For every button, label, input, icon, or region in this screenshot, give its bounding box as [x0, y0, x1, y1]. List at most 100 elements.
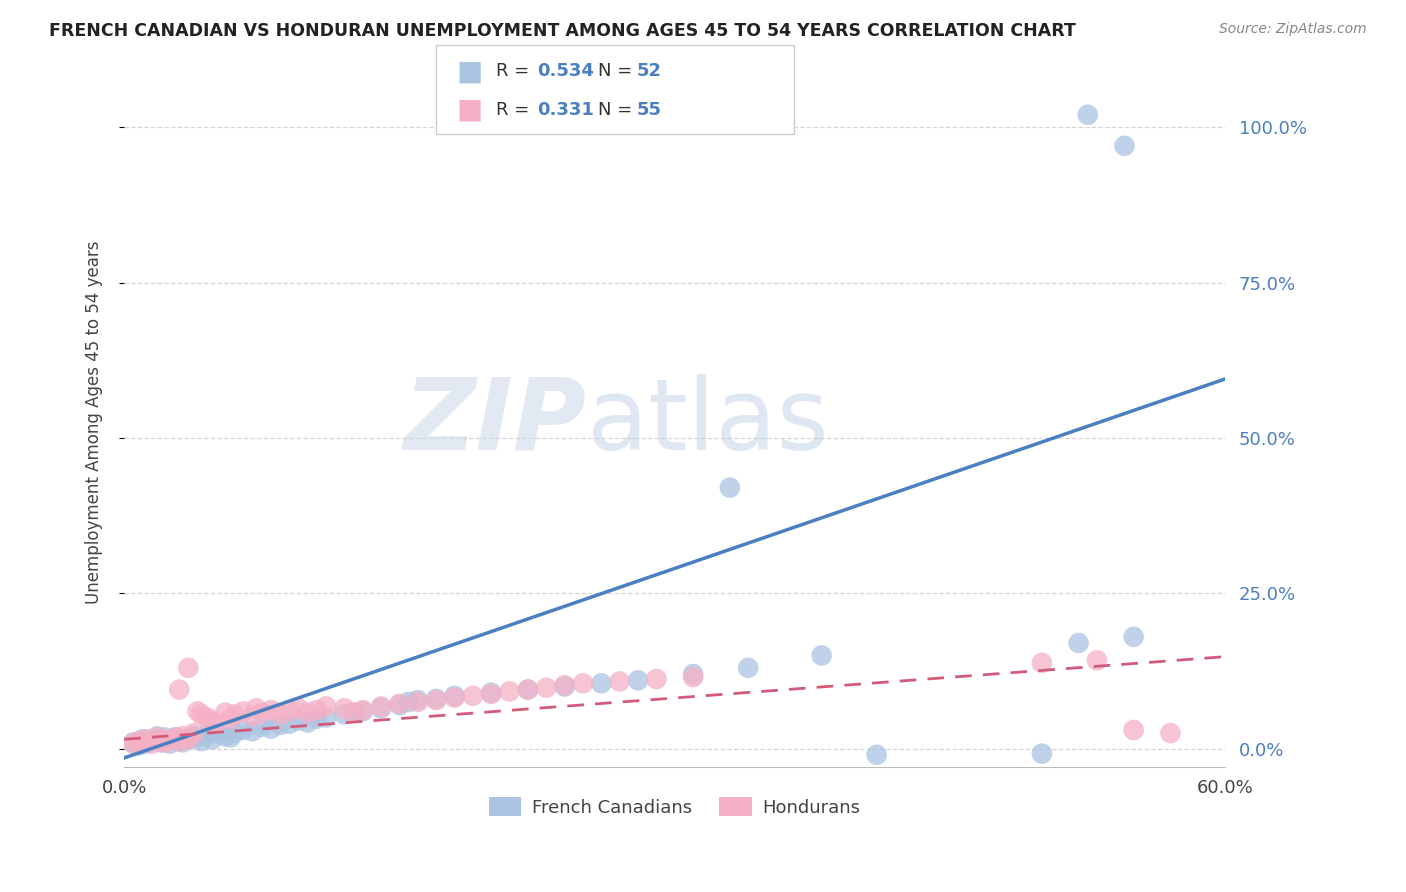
- Point: [342, 706, 364, 720]
- Point: [146, 731, 169, 745]
- Point: [425, 693, 447, 707]
- Point: [425, 692, 447, 706]
- Point: [153, 731, 176, 745]
- Point: [190, 707, 212, 722]
- Text: atlas: atlas: [586, 374, 828, 471]
- Point: [187, 704, 209, 718]
- Point: [297, 715, 319, 730]
- Point: [183, 726, 205, 740]
- Point: [342, 706, 364, 720]
- Point: [167, 682, 190, 697]
- Point: [242, 709, 264, 723]
- Point: [516, 682, 538, 697]
- Point: [315, 699, 337, 714]
- Point: [159, 732, 181, 747]
- Point: [1067, 636, 1090, 650]
- Point: [122, 737, 145, 751]
- Point: [214, 706, 236, 720]
- Point: [718, 481, 741, 495]
- Point: [135, 732, 157, 747]
- Point: [609, 674, 631, 689]
- Point: [443, 690, 465, 705]
- Point: [232, 723, 254, 737]
- Text: ■: ■: [457, 95, 484, 124]
- Y-axis label: Unemployment Among Ages 45 to 54 years: Unemployment Among Ages 45 to 54 years: [86, 241, 103, 604]
- Point: [131, 732, 153, 747]
- Point: [333, 707, 356, 722]
- Point: [278, 704, 301, 718]
- Point: [297, 706, 319, 720]
- Point: [183, 729, 205, 743]
- Point: [214, 729, 236, 743]
- Point: [352, 704, 374, 718]
- Point: [159, 732, 181, 747]
- Point: [205, 716, 228, 731]
- Point: [187, 731, 209, 745]
- Point: [245, 701, 267, 715]
- Point: [177, 732, 200, 747]
- Point: [398, 695, 420, 709]
- Point: [479, 686, 502, 700]
- Point: [498, 684, 520, 698]
- Point: [242, 724, 264, 739]
- Point: [1114, 138, 1136, 153]
- Point: [572, 676, 595, 690]
- Text: R =: R =: [496, 101, 536, 119]
- Point: [205, 726, 228, 740]
- Point: [135, 737, 157, 751]
- Text: 0.534: 0.534: [537, 62, 593, 80]
- Point: [443, 689, 465, 703]
- Text: N =: N =: [598, 62, 637, 80]
- Point: [388, 697, 411, 711]
- Point: [866, 747, 889, 762]
- Point: [591, 676, 613, 690]
- Text: 55: 55: [637, 101, 662, 119]
- Point: [190, 734, 212, 748]
- Point: [810, 648, 832, 663]
- Point: [149, 735, 172, 749]
- Point: [172, 729, 194, 743]
- Point: [1077, 108, 1099, 122]
- Point: [177, 661, 200, 675]
- Point: [352, 703, 374, 717]
- Point: [224, 726, 246, 740]
- Point: [278, 716, 301, 731]
- Point: [201, 714, 224, 728]
- Point: [682, 667, 704, 681]
- Point: [149, 734, 172, 748]
- Text: 0.331: 0.331: [537, 101, 593, 119]
- Point: [165, 731, 187, 745]
- Point: [195, 728, 218, 742]
- Point: [159, 737, 181, 751]
- Point: [554, 680, 576, 694]
- Point: [250, 706, 273, 720]
- Text: R =: R =: [496, 62, 536, 80]
- Point: [627, 673, 650, 688]
- Legend: French Canadians, Hondurans: French Canadians, Hondurans: [482, 790, 868, 824]
- Text: ZIP: ZIP: [404, 374, 586, 471]
- Point: [287, 701, 309, 715]
- Point: [1085, 653, 1108, 667]
- Point: [224, 707, 246, 722]
- Point: [260, 703, 283, 717]
- Point: [461, 689, 484, 703]
- Point: [516, 682, 538, 697]
- Point: [165, 731, 187, 745]
- Point: [146, 729, 169, 743]
- Point: [1122, 630, 1144, 644]
- Point: [315, 710, 337, 724]
- Point: [287, 714, 309, 728]
- Text: ■: ■: [457, 57, 484, 86]
- Point: [1031, 656, 1053, 670]
- Point: [406, 693, 429, 707]
- Point: [305, 703, 328, 717]
- Point: [219, 712, 242, 726]
- Point: [219, 731, 242, 745]
- Point: [645, 672, 668, 686]
- Point: [1122, 723, 1144, 737]
- Point: [388, 698, 411, 712]
- Point: [122, 735, 145, 749]
- Point: [305, 712, 328, 726]
- Text: N =: N =: [598, 101, 637, 119]
- Point: [177, 732, 200, 747]
